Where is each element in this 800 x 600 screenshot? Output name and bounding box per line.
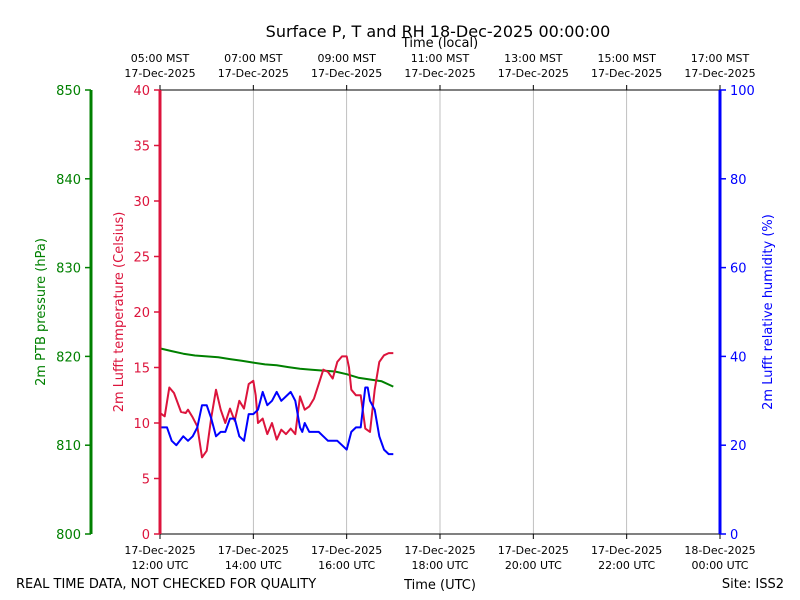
pressure-tick-label: 830	[56, 262, 81, 277]
top-tick-date: 17-Dec-2025	[404, 67, 475, 80]
footer-disclaimer: REAL TIME DATA, NOT CHECKED FOR QUALITY	[16, 577, 316, 592]
temperature-tick-label: 35	[133, 140, 150, 155]
top-tick-date: 17-Dec-2025	[124, 67, 195, 80]
bottom-tick-time: 18:00 UTC	[411, 559, 468, 572]
bottom-tick-time: 12:00 UTC	[131, 559, 188, 572]
humidity-tick-label: 60	[730, 262, 747, 277]
bottom-tick-time: 22:00 UTC	[598, 559, 655, 572]
pressure-tick-label: 800	[56, 528, 81, 543]
bottom-tick-date: 18-Dec-2025	[684, 544, 755, 557]
bottom-tick-date: 17-Dec-2025	[124, 544, 195, 557]
series-lines	[159, 347, 394, 459]
temperature-tick-label: 40	[133, 84, 150, 99]
top-axis-label: Time (local)	[401, 36, 478, 51]
temperature-tick-label: 10	[133, 417, 150, 432]
pressure-tick-label: 850	[56, 84, 81, 99]
top-tick-date: 17-Dec-2025	[218, 67, 289, 80]
temperature-tick-label: 30	[133, 195, 150, 210]
top-tick-date: 17-Dec-2025	[591, 67, 662, 80]
temperature-tick-label: 20	[133, 306, 150, 321]
bottom-tick-time: 14:00 UTC	[225, 559, 282, 572]
humidity-tick-label: 80	[730, 173, 747, 188]
temperature-tick-label: 0	[142, 528, 150, 543]
top-tick-time: 07:00 MST	[224, 52, 283, 65]
top-tick-time: 11:00 MST	[411, 52, 470, 65]
axes: 17-Dec-2025 12:00 UTC 17-Dec-2025 14:00 UTC…	[56, 52, 755, 572]
top-tick-time: 13:00 MST	[504, 52, 563, 65]
pressure-tick-label: 810	[56, 439, 81, 454]
chart-title: Surface P, T and RH 18-Dec-2025 00:00:00	[266, 22, 611, 41]
temperature-tick-label: 5	[142, 473, 150, 488]
bottom-tick-date: 17-Dec-2025	[591, 544, 662, 557]
humidity-tick-label: 0	[730, 528, 738, 543]
vertical-gridlines	[252, 90, 628, 534]
temperature-tick-label: 15	[133, 362, 150, 377]
pressure-series-line	[159, 347, 394, 388]
humidity-tick-label: 100	[730, 84, 755, 99]
top-tick-time: 17:00 MST	[691, 52, 750, 65]
temperature-tick-label: 25	[133, 251, 150, 266]
humidity-tick-label: 40	[730, 350, 747, 365]
humidity-tick-label: 20	[730, 439, 747, 454]
top-tick-time: 15:00 MST	[597, 52, 656, 65]
footer-site: Site: ISS2	[722, 577, 784, 592]
pressure-tick-label: 840	[56, 173, 81, 188]
temperature-axis-label: 2m Lufft temperature (Celsius)	[112, 212, 127, 413]
humidity-series-line	[160, 386, 394, 456]
humidity-axis-label: 2m Lufft relative humidity (%)	[761, 214, 776, 410]
pressure-axis-label: 2m PTB pressure (hPa)	[34, 238, 49, 386]
bottom-axis-label: Time (UTC)	[403, 578, 476, 593]
bottom-tick-date: 17-Dec-2025	[498, 544, 569, 557]
temperature-series-line	[159, 352, 394, 459]
bottom-tick-time: 16:00 UTC	[318, 559, 375, 572]
top-tick-date: 17-Dec-2025	[311, 67, 382, 80]
top-tick-time: 05:00 MST	[131, 52, 190, 65]
bottom-tick-date: 17-Dec-2025	[404, 544, 475, 557]
top-tick-date: 17-Dec-2025	[684, 67, 755, 80]
pressure-tick-label: 820	[56, 350, 81, 365]
bottom-tick-time: 00:00 UTC	[691, 559, 748, 572]
bottom-tick-date: 17-Dec-2025	[218, 544, 289, 557]
top-tick-date: 17-Dec-2025	[498, 67, 569, 80]
bottom-tick-time: 20:00 UTC	[505, 559, 562, 572]
top-tick-time: 09:00 MST	[317, 52, 376, 65]
bottom-tick-date: 17-Dec-2025	[311, 544, 382, 557]
